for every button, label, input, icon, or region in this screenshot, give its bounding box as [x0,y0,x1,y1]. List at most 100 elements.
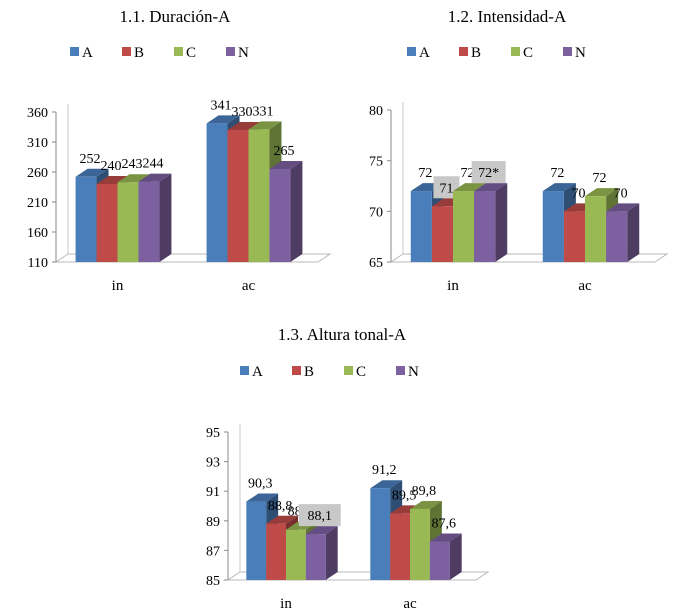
x-category-label: ac [578,278,592,294]
bar-front [206,123,228,263]
bar-n-in [138,173,172,262]
bar-front [246,501,267,580]
bar-top [248,121,282,130]
bar-n-ac [269,161,303,262]
chart-title: 1.3. Altura tonal-A [278,325,407,344]
bar-top [269,161,303,169]
y-tick-label: 85 [206,574,220,589]
data-label: 331 [252,104,273,119]
data-label-highlight [433,176,460,199]
bar-top [96,176,130,184]
legend-label: C [356,364,366,380]
legend-swatch [122,47,131,56]
data-label: 91,2 [372,463,397,478]
data-label: 72 [418,166,432,181]
bar-n-in [474,183,508,262]
legend-swatch [292,366,301,375]
bar-top [266,515,298,524]
legend-swatch [226,47,235,56]
bar-front [138,181,160,262]
bar-a-ac [370,480,403,580]
data-label: 341 [211,98,232,113]
legend-item-n: N [563,45,586,61]
y-tick-label: 210 [27,196,48,211]
legend-swatch [396,366,405,375]
bar-front [390,513,410,580]
legend-label: N [238,45,249,61]
chart-altura-tonal: 1.3. Altura tonal-A A B C N 85 87 89 91 93 95 in 90,… [180,318,514,614]
legend-swatch [344,366,353,375]
y-tick-label: 360 [27,106,48,121]
legend-item-a: A [70,45,93,61]
legend-swatch [70,47,79,56]
bar-front [585,196,607,262]
y-tick-label: 87 [206,544,220,559]
x-category-label: ac [242,278,256,294]
legend-swatch [240,366,249,375]
bar-top [227,122,261,130]
data-label: 243 [121,157,142,172]
chart-title: 1.1. Duración-A [120,7,232,26]
legend-swatch [459,47,468,56]
bar-front [542,191,564,262]
bar-front [429,541,450,580]
data-label: 71 [439,181,453,196]
legend-item-c: C [174,45,196,61]
bar-front [96,184,118,262]
data-label: 72* [478,166,499,181]
data-label: 70 [571,186,585,201]
bar-front [431,206,453,262]
chart-intensidad: 1.2. Intensidad-A A B C N 65 70 75 80 in 72 71 72 72*… [347,0,694,300]
data-label: 72 [593,171,607,186]
bar-front [248,129,270,262]
bar-top [138,173,172,182]
x-category-label: ac [403,596,417,612]
legend-item-a: A [240,364,263,380]
bar-top [542,183,576,192]
y-tick-label: 310 [27,136,48,151]
y-tick-label: 80 [369,104,383,119]
bar-front [75,176,97,262]
bar-n-ac [429,533,462,580]
data-label-highlight [471,161,506,184]
legend-item-n: N [226,45,249,61]
bar-top [75,168,109,177]
bar-front [305,534,326,580]
legend-swatch [407,47,416,56]
data-label: 244 [142,157,163,172]
bar-side [290,161,303,262]
legend-item-b: B [122,45,144,61]
chart-svg: 1.1. Duración-A A B C N 110 160 210 260 310 360 in 2… [27,7,332,294]
y-tick-label: 260 [27,166,48,181]
bar-top [246,493,279,502]
legend-swatch [174,47,183,56]
y-tick-label: 91 [206,485,220,500]
legend-label: N [575,45,586,61]
chart-title: 1.2. Intensidad-A [448,7,567,26]
y-tick-label: 75 [369,155,383,170]
data-label: 89,5 [392,488,417,503]
bar-side [627,203,640,262]
legend-label: B [471,45,481,61]
y-tick-label: 65 [369,256,383,271]
bar-top [474,183,508,192]
bar-front [286,529,306,580]
data-label: 240 [101,159,122,174]
data-label: 252 [80,152,101,167]
data-label: 72 [550,166,564,181]
data-label: 72 [461,166,475,181]
bar-front [117,182,139,262]
legend-item-c: C [344,364,366,380]
x-category-label: in [447,278,459,294]
legend-label: A [82,45,93,61]
legend-item-b: B [292,364,314,380]
legend-label: C [523,45,533,61]
legend-item-a: A [407,45,430,61]
bar-top [453,183,487,192]
bar-front [227,130,249,262]
bar-n-in [305,526,338,580]
y-tick-label: 110 [28,256,48,271]
bar-front [370,488,391,580]
bar-top [117,174,151,183]
